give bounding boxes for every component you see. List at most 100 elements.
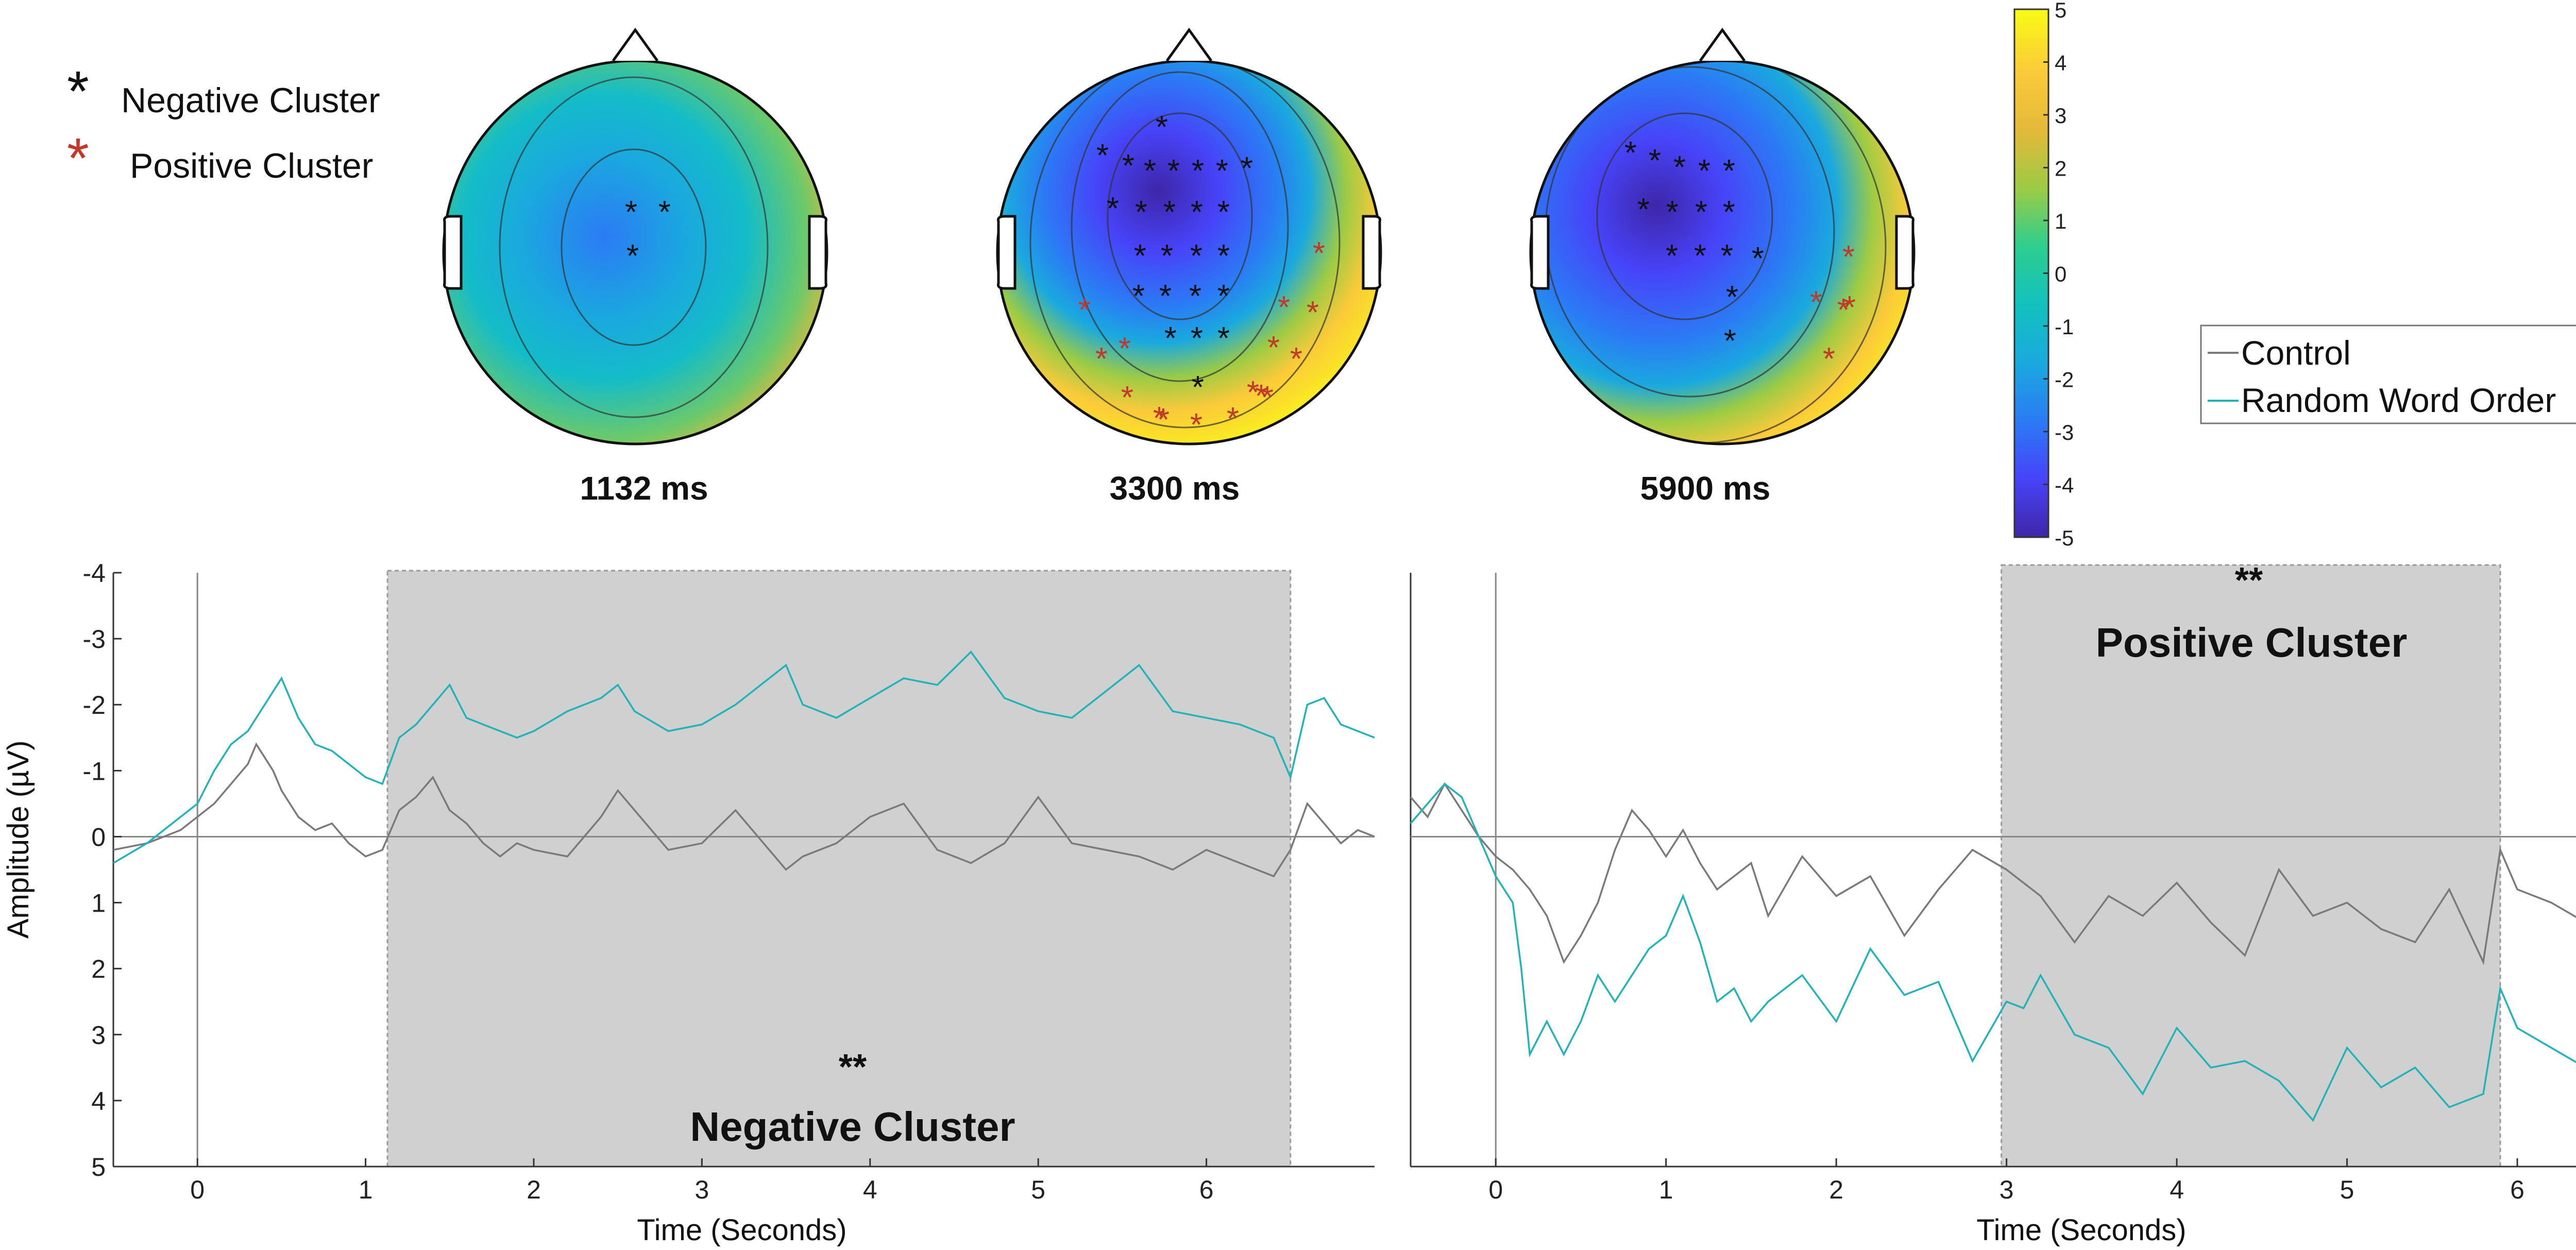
negative-electrode-marker: * [1726, 280, 1738, 315]
random-series-line [1410, 782, 2576, 1122]
negative-electrode-marker: * [1698, 153, 1710, 189]
x-tick-label: 3 [694, 1175, 709, 1204]
negative-electrode-marker: * [1096, 138, 1109, 174]
random-legend-label: Random Word Order [2241, 381, 2556, 419]
negative-electrode-marker: * [1666, 238, 1678, 274]
topomap-label: 1132 ms [580, 470, 708, 507]
positive-electrode-marker: * [1842, 239, 1855, 275]
x-tick-label: 4 [863, 1175, 877, 1204]
x-tick-label: 1 [1659, 1175, 1673, 1204]
colorbar-tick-label: 2 [2055, 157, 2066, 181]
colorbar-tick-label: 5 [2055, 0, 2066, 22]
negative-electrode-marker: * [1135, 195, 1147, 230]
negative-electrode-marker: * [1694, 238, 1706, 274]
positive-electrode-marker: * [1810, 285, 1822, 320]
left-ear-icon [443, 215, 463, 290]
topomap-3300ms: ** * * * * * ** * * * ** * * ** * * ** * **** **** * ** *** * **… [996, 27, 1382, 507]
negative-electrode-marker: * [1217, 279, 1230, 314]
topomap-1132ms: * * * 1132 ms [442, 27, 828, 507]
negative-electrode-marker: * [1666, 195, 1679, 230]
topomap-fill [997, 61, 1381, 444]
negative-electrode-marker: * [1189, 279, 1201, 314]
random-series-line [113, 650, 1375, 864]
x-axis-label-right: Time (Seconds) [1976, 1213, 2186, 1247]
positive-electrode-marker: * [1095, 341, 1108, 377]
left-ear-icon [997, 215, 1016, 290]
negative-electrode-marker: * [1191, 321, 1203, 356]
negative-electrode-marker: * [1721, 238, 1733, 274]
negative-electrode-marker: * [1192, 153, 1204, 189]
negative-electrode-marker: * [1216, 153, 1228, 189]
y-tick-label: 3 [91, 1021, 106, 1050]
series-legend-box [2200, 324, 2576, 424]
negative-electrode-marker: * [1167, 153, 1180, 189]
right-ear-icon [1362, 215, 1381, 290]
topomap-contours [1029, 61, 1341, 429]
right-ear-icon [1895, 215, 1914, 290]
colorbar-tick-label: 4 [2055, 51, 2066, 75]
negative-electrode-marker: * [1159, 279, 1172, 314]
negative-cluster-region [386, 570, 1292, 1168]
positive-electrode-marker: * [1823, 341, 1835, 377]
erp-chart-left: 0 1 2 3 4 5 6 -4 -3 -2 -1 0 1 2 3 4 5 ** Negative Cluste… [2, 559, 1375, 1247]
positive-electrode-marker: * [1227, 401, 1239, 437]
negative-electrode-marker: * [1673, 150, 1686, 185]
negative-electrode-marker: * [1723, 153, 1735, 189]
negative-electrode-marker: * [1192, 370, 1204, 405]
positive-electrode-marker: * [1261, 380, 1274, 416]
control-series-line [113, 742, 1375, 878]
positive-cluster-significance: ** [2235, 560, 2263, 600]
colorbar-tick-label: 3 [2055, 104, 2066, 128]
colorbar-tick-label: -5 [2055, 526, 2074, 550]
x-tick-label: 6 [2510, 1175, 2524, 1204]
positive-electrode-marker: * [1118, 331, 1131, 367]
negative-electrode-marker: * [1144, 153, 1156, 189]
cluster-legend: * Negative Cluster * Positive Cluster [67, 60, 380, 190]
colorbar-tick-label: -1 [2055, 315, 2074, 339]
negative-electrode-marker: * [1132, 279, 1145, 314]
x-tick-label: 5 [1031, 1175, 1045, 1204]
negative-electrode-marker: * [1637, 192, 1650, 228]
positive-electrode-marker: * [1078, 293, 1091, 328]
negative-electrode-marker: * [1191, 195, 1203, 230]
positive-electrode-marker: * [1247, 375, 1259, 410]
negative-electrode-marker: * [1752, 241, 1764, 277]
x-tick-label: 2 [527, 1175, 541, 1204]
negative-electrode-marker: * [1122, 148, 1134, 184]
negative-electrode-marker: * [1134, 238, 1146, 274]
negative-electrode-marker: * [1649, 143, 1661, 179]
y-axis-label: Amplitude (µV) [2, 741, 35, 939]
right-ear-icon [808, 215, 827, 290]
x-tick-label: 4 [2170, 1175, 2184, 1204]
positive-cluster-label: Positive Cluster [130, 146, 373, 185]
left-ear-icon [1530, 215, 1550, 290]
topomap-label: 3300 ms [1110, 470, 1240, 507]
positive-cluster-annotation: Positive Cluster [2096, 620, 2408, 665]
positive-electrode-marker: * [1267, 330, 1280, 366]
topomap-5900ms: * * * * ** * * ** * * ***** *** 5900 ms [1529, 27, 1916, 507]
negative-electrode-marker: * [1164, 321, 1177, 356]
nose-icon [1699, 27, 1746, 62]
y-tick-label: -4 [83, 559, 106, 588]
negative-electrode-marker: * [625, 195, 637, 230]
positive-cluster-symbol: * [67, 127, 89, 190]
positive-electrode-marker: * [1290, 341, 1302, 377]
chart-axes: 0 1 2 3 4 5 6 -4 -3 -2 -1 0 1 2 3 4 5 [83, 559, 1375, 1204]
colorbar-tick-label: -3 [2055, 420, 2074, 444]
control-series-line [1410, 782, 2576, 965]
y-tick-label: -2 [83, 691, 106, 720]
y-tick-label: 4 [91, 1087, 106, 1116]
x-tick-label: 5 [2340, 1175, 2354, 1204]
colorbar-tick-label: -2 [2055, 368, 2074, 392]
negative-cluster-significance: ** [839, 1047, 867, 1087]
x-tick-label: 0 [190, 1175, 205, 1204]
negative-electrode-marker: * [1107, 191, 1119, 227]
positive-electrode-marker: * [1278, 290, 1290, 326]
negative-cluster-symbol: * [67, 60, 89, 123]
positive-electrode-marker: * [1121, 380, 1133, 416]
positive-electrode-marker: * [1837, 293, 1850, 328]
y-tick-label: 2 [91, 955, 106, 984]
positive-electrode-marker: * [1313, 236, 1325, 271]
colorbar-tick-label: -4 [2055, 473, 2074, 498]
